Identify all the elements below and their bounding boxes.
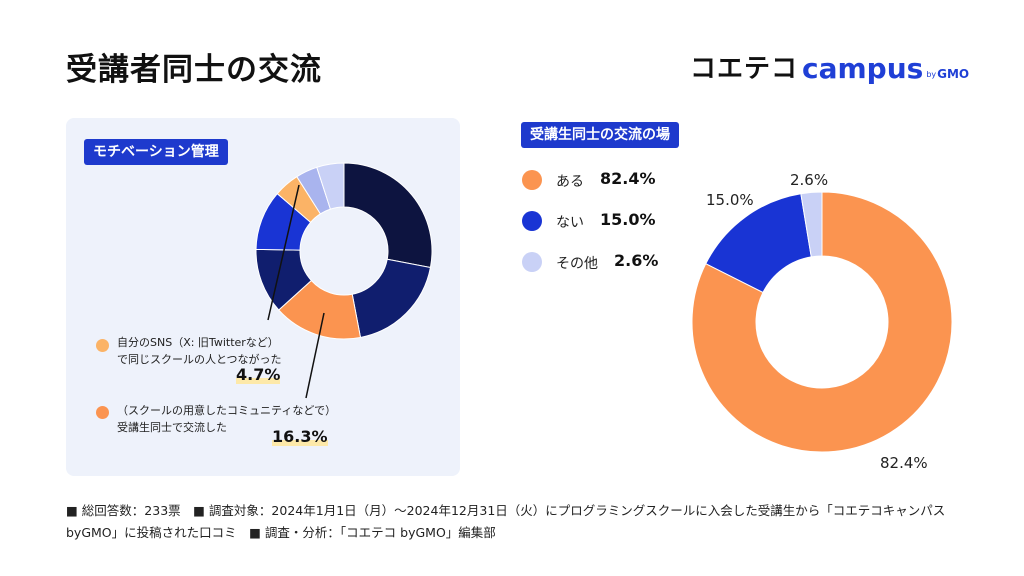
annotation-line2: 受講生同士で交流した	[117, 421, 227, 434]
legend-value-yes: 82.4%	[600, 169, 656, 188]
annotation-leader-line-sns	[267, 184, 300, 321]
legend-label-no: ない	[556, 215, 584, 231]
annotation-line1: （スクールの用意したコミュニティなどで）	[117, 404, 337, 417]
motivation-slice-1	[351, 258, 432, 339]
slice-label-other: 2.6%	[790, 171, 829, 189]
motivation-slice-7	[316, 162, 345, 210]
annotation-dot-sns	[96, 339, 109, 352]
value-highlight	[236, 378, 280, 384]
legend-dot-no	[522, 211, 542, 231]
footnote: ■ 総回答数：233票 ■ 調査対象：2024年1月1日（月）〜2024年12月…	[66, 503, 946, 540]
annotation-line2: で同じスクールの人とつながった	[117, 353, 282, 366]
legend-dot-yes	[522, 170, 542, 190]
slice-label-no: 15.0%	[706, 191, 754, 209]
value-highlight	[272, 440, 328, 446]
legend-value-other: 2.6%	[614, 251, 659, 270]
legend-dot-other	[522, 252, 542, 272]
logo-text-by: by	[926, 70, 937, 79]
annotation-dot-community	[96, 406, 109, 419]
exchange-donut	[691, 191, 953, 453]
annotation-value-sns: 4.7%	[236, 365, 281, 384]
legend-value-no: 15.0%	[600, 210, 656, 229]
logo-text-campus: campus	[802, 52, 924, 85]
logo-text-gmo: GMO	[937, 67, 970, 81]
annotation-value-community: 16.3%	[272, 427, 328, 446]
page-title: 受講者同士の交流	[66, 52, 322, 88]
exchange-slice-0	[691, 191, 953, 453]
legend-label-other: その他	[556, 256, 598, 272]
brand-logo: コエテコ campus by GMO	[690, 50, 970, 85]
annotation-text-sns: 自分のSNS（X: 旧Twitterなど） で同じスクールの人とつながった	[117, 334, 282, 368]
annotation-leader-line-community	[305, 312, 325, 399]
motivation-badge: モチベーション管理	[84, 139, 228, 165]
annotation-text-community: （スクールの用意したコミュニティなどで） 受講生同士で交流した	[117, 402, 336, 436]
annotation-line1: 自分のSNS（X: 旧Twitterなど）	[117, 336, 279, 349]
logo-text-jp: コエテコ	[690, 54, 799, 84]
slice-label-yes: 82.4%	[880, 454, 928, 472]
exchange-place-badge: 受講生同士の交流の場	[521, 122, 679, 148]
motivation-donut	[255, 162, 433, 340]
exchange-slice-2	[800, 191, 823, 258]
legend-label-yes: ある	[556, 174, 584, 190]
motivation-slice-0	[343, 162, 433, 269]
